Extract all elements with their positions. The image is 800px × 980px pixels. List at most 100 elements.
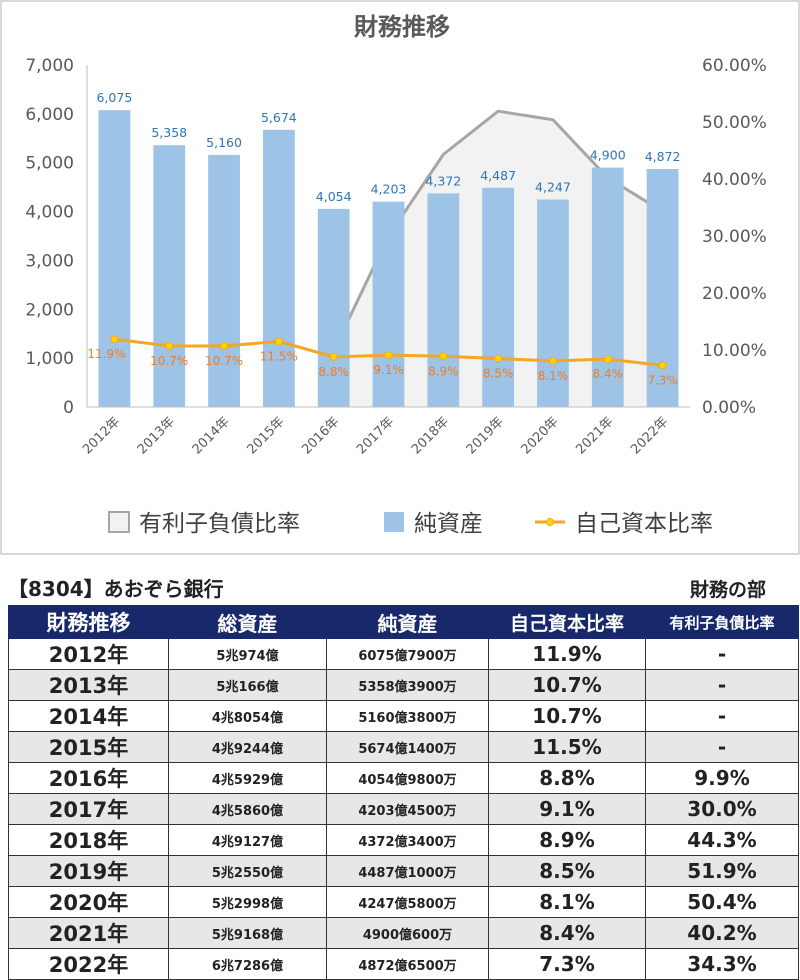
row-net-assets: 5674億1400万 [326,731,489,763]
equity-ratio-point [329,352,338,361]
row-debt-ratio: 30.0% [645,793,799,825]
net-assets-bar [208,154,240,407]
x-tick-label: 2020年 [519,414,562,457]
net-assets-bar-label: 4,372 [425,173,461,188]
row-equity-ratio: 8.4% [488,917,646,949]
header-debt-ratio: 有利子負債比率 [645,605,799,639]
row-debt-ratio: 50.4% [645,886,799,918]
row-total-assets: 5兆2998億 [168,886,327,918]
equity-ratio-point [384,351,393,360]
x-tick-label: 2022年 [628,414,671,457]
row-total-assets: 4兆8054億 [168,700,327,732]
net-assets-bar-label: 4,487 [480,168,516,183]
row-debt-ratio: - [645,669,799,701]
equity-ratio-label: 8.8% [318,365,349,379]
row-total-assets: 5兆166億 [168,669,327,701]
x-tick-label: 2017年 [354,414,397,457]
row-year: 2017年 [8,793,169,825]
equity-ratio-label: 8.1% [538,369,569,383]
net-assets-bar-label: 6,075 [97,90,133,105]
table-heading-row: 【8304】あおぞら銀行 財務の部 [0,573,800,605]
net-assets-bar [153,145,186,407]
equity-ratio-point [494,354,503,363]
equity-ratio-label: 10.7% [205,354,243,368]
equity-ratio-label: 11.9% [87,347,125,361]
table-row: 2017年 4兆5860億 4203億4500万 9.1% 30.0% [8,793,799,825]
table-row: 2013年 5兆166億 5358億3900万 10.7% - [8,669,799,701]
net-assets-bar [537,199,569,407]
legend-net-assets-label: 純資産 [414,511,483,537]
net-assets-bar [262,129,295,407]
row-year: 2016年 [8,762,169,794]
row-year: 2012年 [8,638,169,670]
header-net-assets: 純資産 [326,605,489,639]
table-body: 2012年 5兆974億 6075億7900万 11.9% -2013年 5兆166億 53… [8,638,799,980]
table-row: 2019年 5兆2550億 4487億1000万 8.5% 51.9% [8,855,799,887]
net-assets-bar [317,208,350,407]
row-total-assets: 4兆5860億 [168,793,327,825]
header-total-assets: 総資産 [168,605,327,639]
row-net-assets: 6075億7900万 [326,638,489,670]
row-equity-ratio: 11.9% [488,638,646,670]
row-net-assets: 4900億600万 [326,917,489,949]
row-total-assets: 5兆974億 [168,638,327,670]
equity-ratio-point [274,337,283,346]
net-assets-bar-label: 4,247 [535,180,571,195]
net-assets-bar [482,187,515,407]
row-year: 2015年 [8,731,169,763]
row-equity-ratio: 10.7% [488,669,646,701]
row-equity-ratio: 10.7% [488,700,646,732]
net-assets-bar [372,201,405,407]
legend-net-assets-swatch [384,512,404,532]
row-equity-ratio: 11.5% [488,731,646,763]
equity-ratio-point [110,335,119,344]
header-equity-ratio: 自己資本比率 [488,605,646,639]
section-label: 財務の部 [689,579,766,601]
row-net-assets: 4247億5800万 [326,886,489,918]
equity-ratio-point [220,342,229,351]
row-total-assets: 4兆9244億 [168,731,327,763]
net-assets-bar-label: 5,160 [206,135,242,150]
table-row: 2014年 4兆8054億 5160億3800万 10.7% - [8,700,799,732]
net-assets-bar-label: 5,358 [151,125,187,140]
net-assets-bar [646,168,679,407]
row-year: 2018年 [8,824,169,856]
row-net-assets: 4203億4500万 [326,793,489,825]
equity-ratio-point [603,355,612,364]
y-right-tick-label: 20.00% [702,284,767,304]
row-debt-ratio: - [645,731,799,763]
net-assets-bar-label: 4,054 [316,189,352,204]
row-debt-ratio: 51.9% [645,855,799,887]
table-row: 2012年 5兆974億 6075億7900万 11.9% - [8,638,799,670]
y-left-tick-label: 6,000 [25,105,74,125]
legend-equity-ratio-marker [546,518,554,526]
x-tick-label: 2015年 [244,414,287,457]
financial-table: 財務推移 総資産 純資産 自己資本比率 有利子負債比率 2012年 5兆974億 6… [8,605,799,980]
row-total-assets: 5兆9168億 [168,917,327,949]
legend-equity-ratio-label: 自己資本比率 [575,511,713,537]
row-year: 2014年 [8,700,169,732]
y-right-tick-label: 0.00% [702,398,756,418]
row-net-assets: 5358億3900万 [326,669,489,701]
y-right-tick-label: 50.00% [702,113,767,133]
equity-ratio-label: 8.9% [428,364,459,378]
row-equity-ratio: 9.1% [488,793,646,825]
net-assets-bar [98,110,131,407]
row-total-assets: 4兆9127億 [168,824,327,856]
row-equity-ratio: 8.5% [488,855,646,887]
x-tick-label: 2016年 [299,414,342,457]
row-equity-ratio: 8.1% [488,886,646,918]
equity-ratio-point [165,342,174,351]
net-assets-bar [427,193,460,407]
row-year: 2021年 [8,917,169,949]
table-row: 2015年 4兆9244億 5674億1400万 11.5% - [8,731,799,763]
net-assets-bar [591,167,624,407]
row-debt-ratio: - [645,700,799,732]
table-row: 2020年 5兆2998億 4247億5800万 8.1% 50.4% [8,886,799,918]
x-tick-label: 2012年 [80,414,123,457]
y-left-tick-label: 7,000 [25,56,74,76]
table-header-row: 財務推移 総資産 純資産 自己資本比率 有利子負債比率 [8,605,799,639]
x-tick-label: 2021年 [573,414,616,457]
y-right-tick-label: 60.00% [702,56,767,76]
legend-debt-ratio-swatch [108,511,130,533]
